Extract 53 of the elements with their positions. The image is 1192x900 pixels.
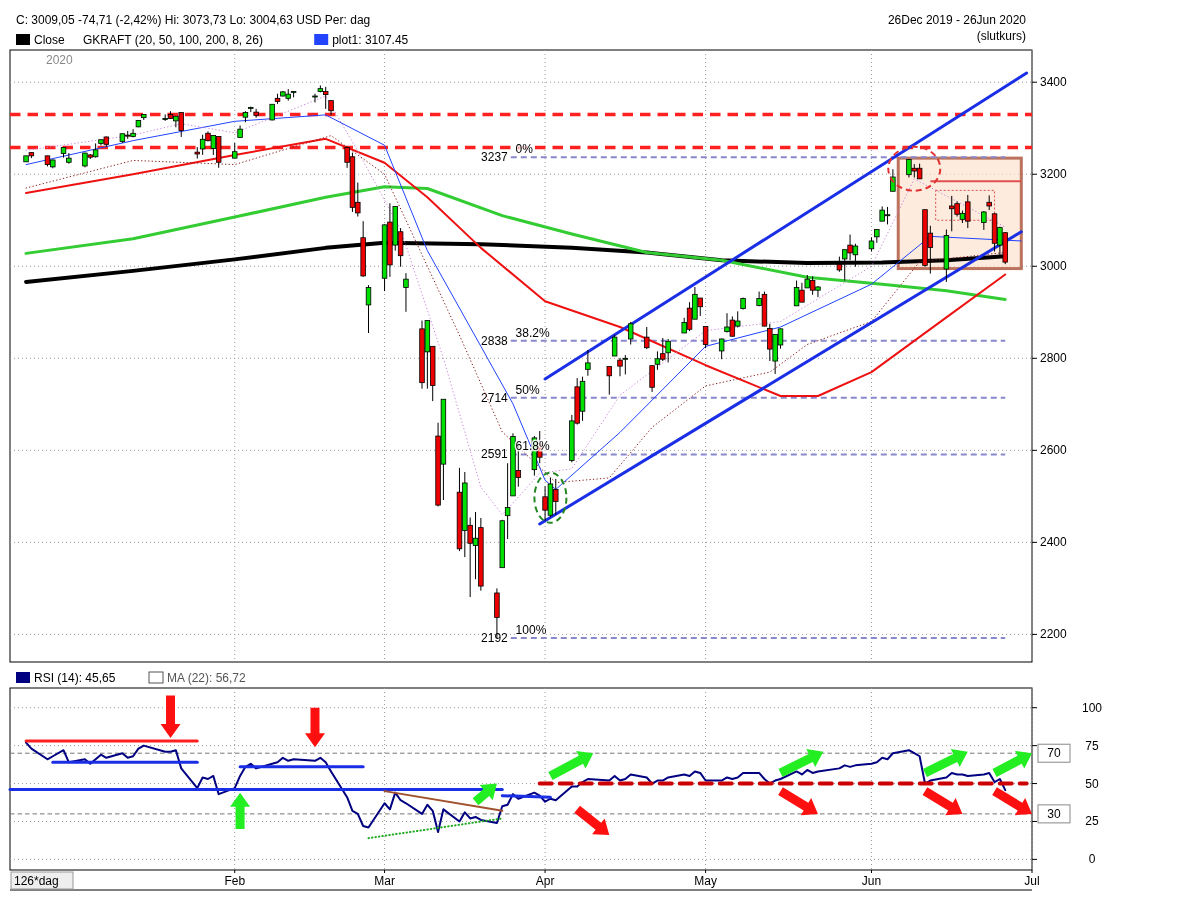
text: 126*dag	[14, 874, 59, 888]
text: (slutkurs)	[976, 29, 1026, 43]
ref-line-label: 70	[1047, 746, 1061, 761]
x-tick-label: Apr	[535, 874, 555, 888]
ref-line-label: 3237	[481, 150, 509, 165]
y-tick-label: 100	[1081, 700, 1103, 715]
text: MA (22): 56,72	[167, 671, 247, 685]
legend-label: plot1: 3107.45	[332, 33, 409, 47]
candlestick	[606, 366, 612, 396]
ref-line-label: 2591	[481, 447, 509, 462]
x-tick-label: Feb	[224, 874, 246, 888]
candlestick	[585, 349, 591, 377]
x-tick-label: Jul	[1024, 874, 1040, 888]
candlestick	[718, 338, 725, 360]
candlestick	[611, 334, 618, 357]
candlestick	[981, 210, 987, 231]
candlestick	[66, 152, 72, 165]
candlestick	[627, 321, 634, 345]
chart-subtitle: C: 3009,05 -74,71 (-2,42%) Hi: 3073,73 Lo: 3004,63 USD Per: dag	[16, 13, 371, 27]
y-tick-label: 3000	[1040, 259, 1068, 274]
annotation: 2020	[46, 53, 74, 67]
y-tick-label: 50	[1085, 776, 1099, 791]
ref-line-label: 30	[1047, 806, 1061, 821]
candlestick	[365, 284, 372, 334]
x-tick-label: Jun	[861, 874, 882, 888]
y-tick-label: 2600	[1040, 443, 1068, 458]
candlestick	[312, 93, 318, 103]
candlestick	[403, 272, 409, 313]
y-tick-label: 0	[1088, 852, 1096, 867]
legend-label: RSI (14): 45,65	[34, 671, 116, 685]
y-tick-label: 75	[1085, 738, 1099, 753]
y-tick-label: 2400	[1040, 535, 1068, 550]
candlestick	[644, 326, 650, 350]
annotation: 38.2%	[515, 325, 550, 340]
y-tick-label: 2800	[1040, 351, 1068, 366]
candlestick	[702, 326, 709, 349]
y-tick-label: 2200	[1040, 627, 1068, 642]
x-tick-label: Mar	[374, 874, 395, 888]
line-series	[24, 185, 1007, 301]
y-tick-label: 3200	[1040, 167, 1068, 182]
text: Close	[34, 33, 66, 47]
y-tick-label: 3400	[1040, 75, 1068, 90]
annotation: 0%	[515, 142, 534, 157]
ref-line-label: 2714	[481, 390, 509, 405]
text: 26Dec 2019 - 26Jun 2020	[887, 13, 1027, 27]
candlestick	[504, 462, 511, 540]
x-tick-label: May	[694, 874, 717, 888]
legend-title: GKRAFT (20, 50, 100, 200, 8, 26)	[83, 33, 263, 47]
y-tick-label: 25	[1085, 814, 1099, 829]
annotation: 100%	[515, 623, 547, 638]
ref-line-label: 2192	[481, 631, 509, 646]
annotation: 50%	[515, 382, 540, 397]
ref-line-label: 2838	[481, 333, 509, 348]
